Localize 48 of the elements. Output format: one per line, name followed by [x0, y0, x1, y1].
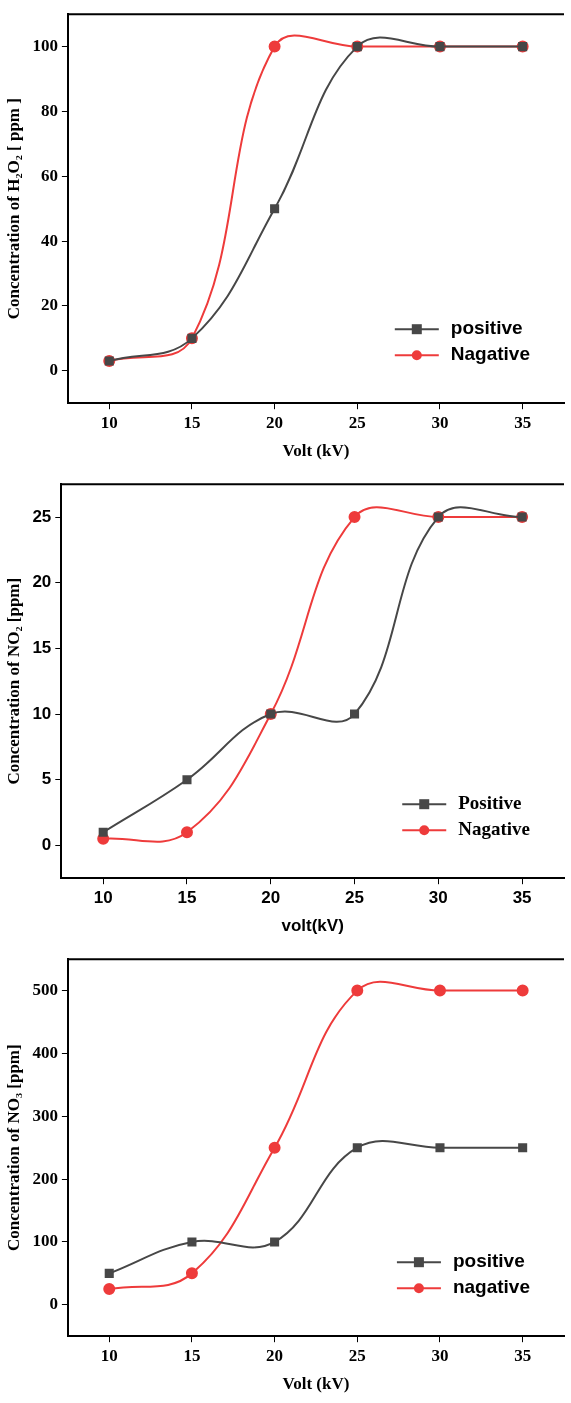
- x-tick-label: 20: [261, 888, 281, 908]
- y-tick-label: 400: [32, 1042, 58, 1062]
- legend-label: nagative: [452, 1276, 531, 1298]
- x-tick-label: 30: [428, 888, 448, 908]
- x-axis-title: Volt (kV): [282, 441, 350, 461]
- y-tick-label: 80: [40, 100, 58, 120]
- x-tick-label: 35: [514, 1345, 532, 1365]
- legend-label: Nagative: [450, 343, 530, 365]
- x-tick-label: 15: [183, 412, 201, 432]
- legend-label: positive: [450, 317, 523, 339]
- y-tick-label: 25: [32, 506, 52, 526]
- legend-label: Positive: [458, 792, 522, 814]
- x-tick-label: 25: [348, 1345, 366, 1365]
- y-tick-label: 0: [41, 835, 52, 855]
- y-tick-label: 0: [49, 360, 58, 380]
- x-tick-label: 25: [348, 412, 366, 432]
- y-axis-title: Concentration of H₂O₂ [ ppm ]: [3, 98, 23, 320]
- legend-label: positive: [452, 1250, 525, 1272]
- y-tick-label: 20: [32, 572, 52, 592]
- x-tick-label: 25: [345, 888, 365, 908]
- x-tick-label: 30: [431, 412, 449, 432]
- y-tick-label: 15: [32, 638, 52, 658]
- y-axis-title: Concentration of NO₃ [ppm]: [3, 1044, 23, 1252]
- y-tick-label: 200: [32, 1168, 58, 1188]
- x-tick-label: 20: [266, 412, 284, 432]
- x-tick-label: 10: [100, 412, 118, 432]
- y-tick-label: 500: [32, 980, 58, 1000]
- y-tick-label: 100: [32, 1231, 58, 1251]
- x-tick-label: 10: [93, 888, 113, 908]
- x-axis-title: volt(kV): [281, 916, 344, 936]
- y-tick-label: 40: [40, 230, 58, 250]
- y-axis-title: Concentration of NO₂ [ppm]: [3, 577, 23, 785]
- y-tick-label: 60: [40, 165, 58, 185]
- x-tick-label: 30: [431, 1345, 449, 1365]
- x-tick-label: 35: [512, 888, 532, 908]
- y-tick-label: 20: [40, 295, 58, 315]
- x-tick-label: 10: [100, 1345, 118, 1365]
- y-tick-label: 0: [49, 1294, 58, 1314]
- x-axis-title: Volt (kV): [282, 1374, 350, 1394]
- x-tick-label: 15: [183, 1345, 201, 1365]
- legend-label: Nagative: [458, 818, 531, 840]
- y-tick-label: 5: [41, 769, 52, 789]
- x-tick-label: 35: [514, 412, 532, 432]
- y-tick-label: 300: [32, 1105, 58, 1125]
- x-tick-label: 15: [177, 888, 197, 908]
- x-tick-label: 20: [266, 1345, 284, 1365]
- y-tick-label: 100: [32, 36, 58, 56]
- y-tick-label: 10: [32, 703, 52, 723]
